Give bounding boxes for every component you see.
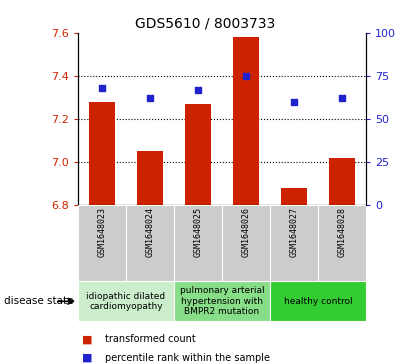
- Text: ■: ■: [82, 334, 93, 344]
- Text: ■: ■: [82, 352, 93, 363]
- Bar: [89, 102, 115, 205]
- Bar: [174, 281, 270, 321]
- Text: GSM1648023: GSM1648023: [97, 207, 106, 257]
- Point: [339, 95, 345, 101]
- Text: healthy control: healthy control: [284, 297, 352, 306]
- Bar: [270, 281, 366, 321]
- Text: disease state: disease state: [5, 296, 74, 306]
- Bar: [222, 205, 270, 281]
- Point: [99, 85, 105, 91]
- Bar: [281, 188, 307, 205]
- Text: GDS5610 / 8003733: GDS5610 / 8003733: [135, 16, 276, 30]
- Point: [291, 99, 297, 105]
- Bar: [329, 158, 355, 205]
- Bar: [78, 281, 174, 321]
- Bar: [185, 104, 211, 205]
- Bar: [233, 37, 259, 205]
- Point: [147, 95, 153, 101]
- Point: [242, 73, 249, 79]
- Bar: [78, 205, 126, 281]
- Text: transformed count: transformed count: [105, 334, 196, 344]
- Text: GSM1648024: GSM1648024: [145, 207, 155, 257]
- Text: idiopathic dilated
cardiomyopathy: idiopathic dilated cardiomyopathy: [86, 291, 166, 311]
- Bar: [126, 205, 174, 281]
- Text: GSM1648027: GSM1648027: [289, 207, 298, 257]
- Text: GSM1648025: GSM1648025: [194, 207, 203, 257]
- Bar: [318, 205, 366, 281]
- Text: GSM1648028: GSM1648028: [337, 207, 346, 257]
- Bar: [174, 205, 222, 281]
- Text: GSM1648026: GSM1648026: [241, 207, 250, 257]
- Text: pulmonary arterial
hypertension with
BMPR2 mutation: pulmonary arterial hypertension with BMP…: [180, 286, 264, 316]
- Bar: [137, 151, 163, 205]
- Bar: [270, 205, 318, 281]
- Text: percentile rank within the sample: percentile rank within the sample: [105, 352, 270, 363]
- Point: [195, 87, 201, 93]
